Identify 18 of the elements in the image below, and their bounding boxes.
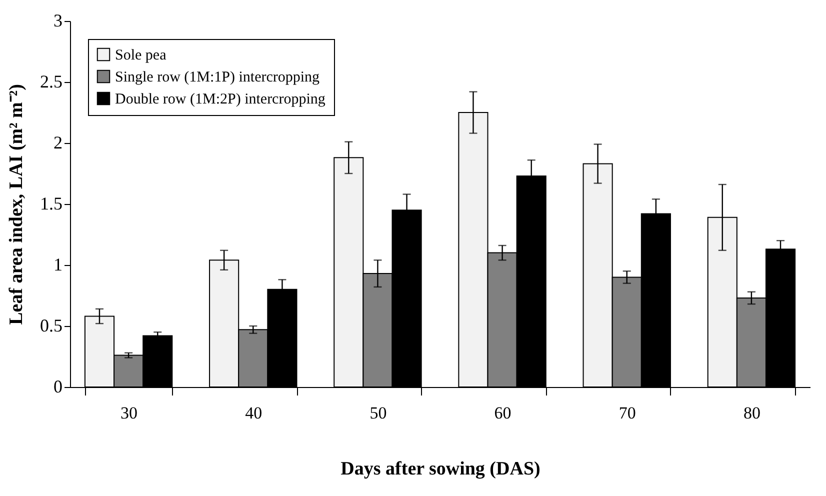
x-axis-title: Days after sowing (DAS)	[340, 458, 540, 480]
y-tick-label: 0	[54, 376, 62, 396]
x-tick-label: 30	[120, 404, 138, 422]
legend-label: Double row (1M:2P) intercropping	[115, 92, 326, 108]
y-axis-title: Leaf area index, LAI (m² m⁻²)	[6, 84, 27, 325]
y-tick-label: 0.5	[40, 316, 62, 336]
x-tick-label: 70	[618, 404, 636, 422]
y-tick-label: 1	[54, 254, 62, 274]
legend-label: Sole pea	[115, 48, 167, 64]
y-tick-label: 3	[54, 10, 62, 30]
x-tick-label: 40	[245, 404, 262, 422]
y-tick-label: 2	[54, 132, 62, 152]
x-tick-label: 50	[370, 404, 387, 422]
x-tick-label: 80	[743, 404, 760, 422]
y-tick-label: 1.5	[40, 194, 62, 214]
legend-label: Single row (1M:1P) intercropping	[115, 70, 320, 86]
x-tick-label: 60	[494, 404, 512, 422]
y-tick-label: 2.5	[40, 72, 62, 92]
